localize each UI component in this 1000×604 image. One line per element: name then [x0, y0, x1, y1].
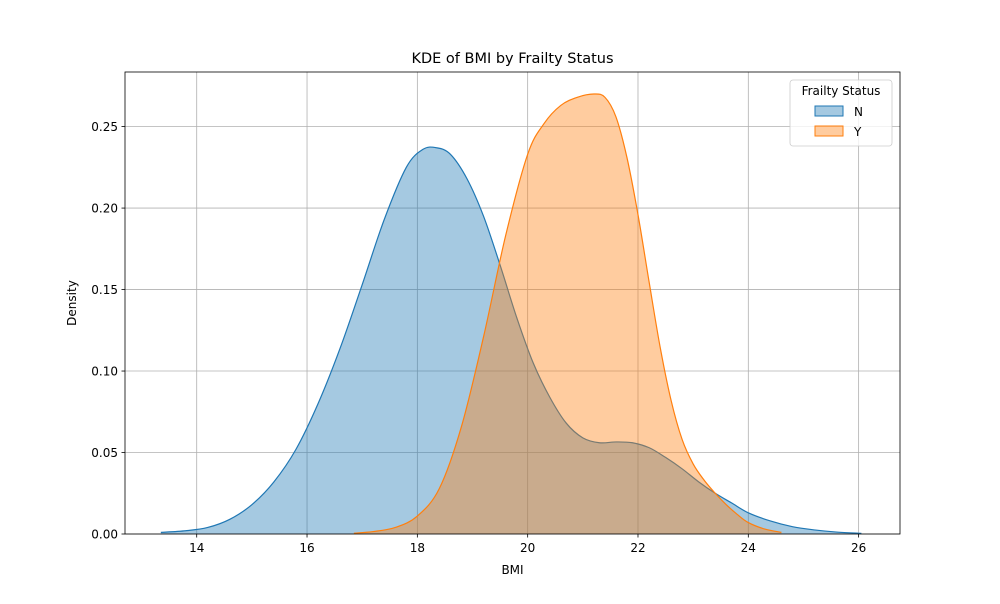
y-tick-label: 0.20 — [91, 201, 118, 215]
x-tick-label: 20 — [520, 541, 535, 555]
x-tick-label: 24 — [741, 541, 756, 555]
y-tick-label: 0.15 — [91, 283, 118, 297]
kde-area-y — [353, 93, 782, 535]
legend-swatch-y — [814, 125, 844, 137]
y-tick-label: 0.10 — [91, 364, 118, 378]
legend: Frailty Status N Y — [789, 79, 893, 147]
x-tick-label: 14 — [189, 541, 204, 555]
kde-line-y — [353, 93, 782, 534]
legend-swatch-n — [814, 105, 844, 117]
y-tick-label: 0.00 — [91, 527, 118, 541]
x-axis-label: BMI — [501, 563, 523, 577]
legend-label-n: N — [854, 105, 863, 119]
x-tick-label: 26 — [851, 541, 866, 555]
legend-title: Frailty Status — [802, 84, 881, 98]
legend-label-y: Y — [853, 125, 862, 139]
x-tick-label: 18 — [410, 541, 425, 555]
kde-line-n — [160, 146, 862, 534]
y-axis-label: Density — [65, 280, 79, 326]
x-tick-label: 16 — [299, 541, 314, 555]
kde-area-n — [160, 147, 862, 534]
chart-title: KDE of BMI by Frailty Status — [411, 51, 613, 67]
y-tick-label: 0.25 — [91, 120, 118, 134]
y-tick-label: 0.05 — [91, 446, 118, 460]
tick-layer: 14 16 18 20 22 24 26 0.00 0.05 0.10 0.15 0.20 0.25 — [91, 120, 866, 555]
area-layer — [160, 93, 862, 535]
axes-frame — [124, 71, 901, 535]
x-tick-label: 22 — [630, 541, 645, 555]
